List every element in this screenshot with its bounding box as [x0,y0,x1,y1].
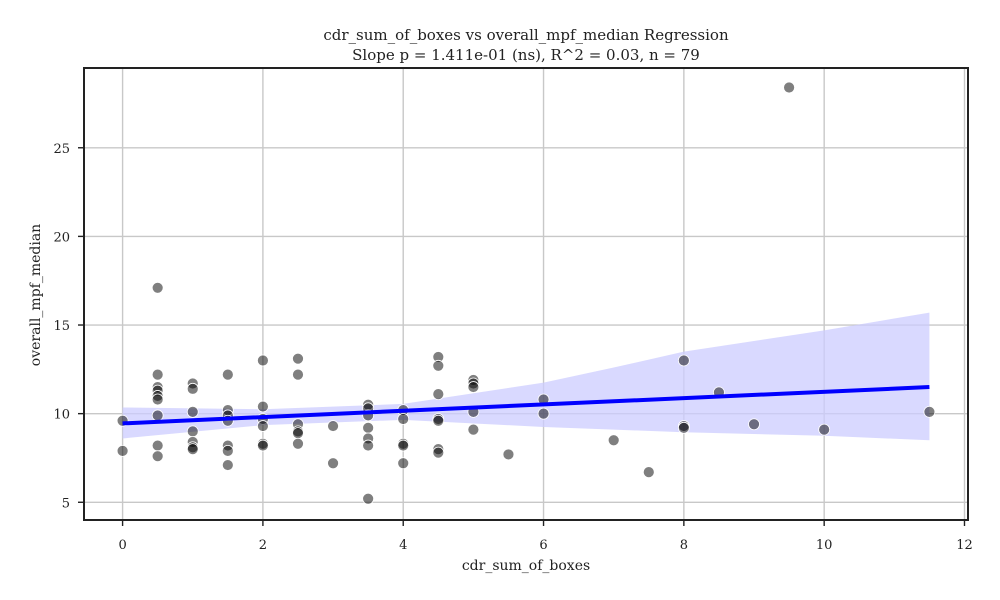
data-point [432,446,445,459]
y-tick-label: 10 [53,408,70,423]
data-point [221,368,234,381]
data-point [327,457,339,470]
data-point [467,423,480,436]
data-point [432,414,445,427]
data-point [151,439,164,452]
data-point [186,443,199,455]
data-point [292,368,304,381]
data-point [327,420,339,432]
data-point [642,466,655,479]
x-tick-label: 6 [539,538,547,553]
data-point [257,400,269,413]
data-point [292,352,304,365]
data-point [677,354,690,367]
x-tick-label: 0 [118,538,126,553]
x-tick-label: 4 [399,538,407,553]
data-point [151,281,164,294]
y-tick-label: 5 [62,496,70,511]
data-point [467,381,480,393]
plot-frame [83,67,969,521]
x-axis-ticks: 0 2 4 6 8 10 12 [118,520,973,553]
data-point [221,444,234,457]
data-point [818,423,831,436]
data-point [677,421,690,434]
x-axis-label: cdr_sum_of_boxes [462,558,590,574]
data-point [748,418,760,431]
grid-lines [84,68,968,520]
data-point [221,459,234,471]
data-point [151,450,164,463]
data-point [502,448,515,461]
x-tick-label: 10 [816,538,833,553]
data-point [151,393,164,406]
data-point [257,439,269,452]
data-point [186,405,199,418]
x-tick-label: 8 [680,538,688,553]
data-point [151,368,164,381]
data-point [116,444,129,457]
data-point [397,413,410,425]
data-point [432,388,445,401]
data-point [607,434,620,447]
confidence-band [122,312,930,441]
data-point [186,382,199,395]
y-tick-label: 25 [53,142,70,157]
x-tick-label: 12 [956,538,973,553]
data-point [923,405,936,418]
data-point [186,425,199,438]
data-point [292,437,304,450]
data-point [397,457,410,470]
data-point [151,409,164,422]
data-point [362,439,375,452]
scatter-points [116,81,936,505]
data-point [397,439,410,452]
x-tick-label: 2 [259,538,267,553]
data-point [432,359,445,372]
y-axis-label: overall_mpf_median [28,224,44,366]
chart-subtitle: Slope p = 1.411e-01 (ns), R^2 = 0.03, n … [352,46,700,64]
data-point [783,81,795,94]
regression-line [122,385,930,426]
y-tick-label: 15 [53,319,70,334]
data-point [257,420,269,432]
y-tick-label: 20 [53,230,70,245]
data-point [292,427,304,440]
chart-title: cdr_sum_of_boxes vs overall_mpf_median R… [323,26,729,44]
y-axis-ticks: 5 10 15 20 25 [53,142,84,511]
data-point [257,354,269,367]
data-point [537,407,550,420]
data-point [362,492,375,505]
data-point [362,421,375,434]
